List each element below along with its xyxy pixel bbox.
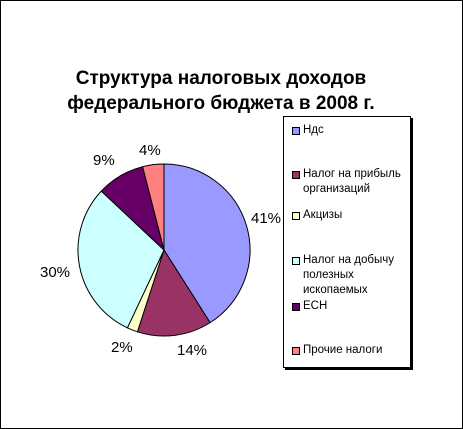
legend-item-esn: ЕСН (292, 299, 406, 314)
legend-label-nds: Ндс (303, 124, 324, 136)
data-label-profit-tax: 14% (177, 342, 208, 359)
legend-item-other-taxes: Прочие налоги (292, 343, 406, 358)
data-label-other-taxes: 4% (139, 142, 161, 159)
legend-label-mineral-tax: Налог на добычу полезных ископаемых (303, 254, 394, 296)
data-label-nds: 41% (251, 210, 282, 227)
legend-swatch-esn (292, 303, 300, 311)
slice-other-taxes (142, 163, 165, 251)
legend-label-excise: Акцизы (303, 209, 343, 221)
data-label-esn: 9% (93, 152, 115, 169)
legend-swatch-mineral-tax (292, 257, 300, 265)
legend-swatch-other-taxes (292, 347, 300, 355)
legend-item-excise: Акцизы (292, 208, 406, 223)
legend-label-esn: ЕСН (303, 300, 328, 312)
legend-label-other-taxes: Прочие налоги (303, 344, 383, 356)
legend-item-nds: Ндс (292, 123, 406, 138)
slice-profit-tax (136, 248, 211, 337)
slice-mineral-tax (77, 190, 165, 329)
legend: Ндс Налог на прибыль организаций Акцизы … (283, 116, 411, 368)
legend-item-profit-tax: Налог на прибыль организаций (292, 167, 406, 197)
legend-swatch-nds (292, 127, 300, 135)
legend-item-mineral-tax: Налог на добычу полезных ископаемых (292, 253, 406, 298)
chart-title: Структура налоговых доходов федерального… (67, 68, 375, 114)
data-label-excise: 2% (111, 339, 133, 356)
legend-swatch-excise (292, 212, 300, 220)
legend-label-profit-tax: Налог на прибыль организаций (303, 168, 401, 195)
legend-swatch-profit-tax (292, 171, 300, 179)
data-label-mineral-tax: 30% (40, 264, 71, 281)
